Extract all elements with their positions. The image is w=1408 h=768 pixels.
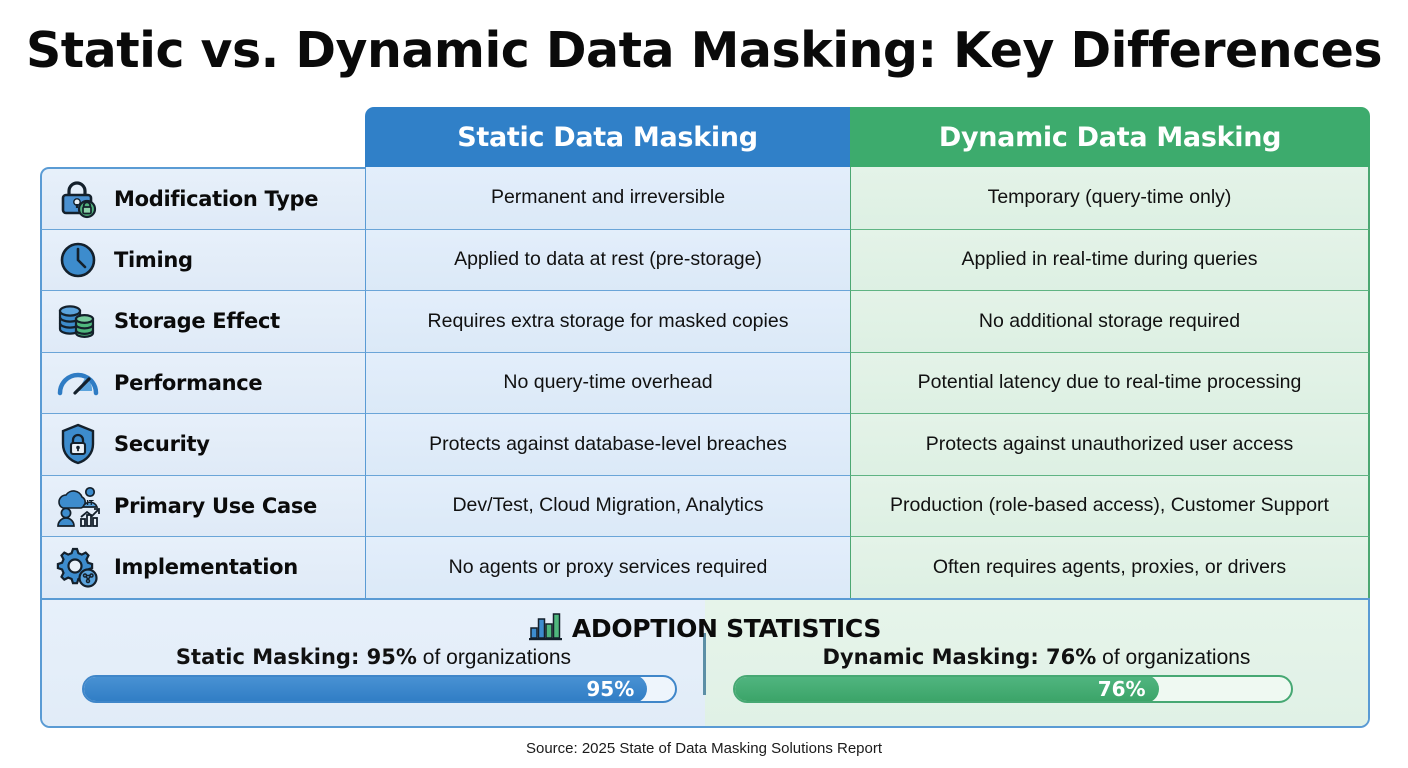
row-static-value: Dev/Test, Cloud Migration, Analytics [365, 474, 850, 536]
table-row: Implementation No agents or proxy servic… [40, 536, 1370, 598]
dynamic-progress-fill: 76% [735, 677, 1159, 701]
row-static-value: Protects against database-level breaches [365, 413, 850, 475]
shield-lock-icon [52, 421, 104, 467]
static-stat-half: Static Masking: 95% of organizations 95% [42, 600, 705, 726]
dynamic-progress-bar: 76% [733, 675, 1293, 703]
header-dynamic-data-masking: Dynamic Data Masking [850, 107, 1370, 167]
row-label-cell: Implementation [40, 536, 365, 598]
cloud-users-chart-icon: IT [52, 483, 104, 529]
adoption-statistics-heading: ADOPTION STATISTICS [42, 611, 1368, 646]
row-dynamic-value: Often requires agents, proxies, or drive… [850, 536, 1370, 598]
row-dynamic-value: No additional storage required [850, 290, 1370, 352]
table-header-row: Static Data Masking Dynamic Data Masking [365, 107, 1370, 167]
adoption-statistics-panel: Static Masking: 95% of organizations 95%… [40, 598, 1370, 728]
table-row: Performance No query-time overhead Poten… [40, 351, 1370, 413]
row-label: Storage Effect [114, 309, 280, 334]
row-label-cell: Security [40, 413, 365, 475]
row-label-cell: Storage Effect [40, 290, 365, 352]
dynamic-stat-caption-rest: of organizations [1096, 646, 1251, 669]
database-icon [52, 298, 104, 344]
dynamic-stat-half: Dynamic Masking: 76% of organizations 76… [705, 600, 1368, 726]
clock-icon [52, 237, 104, 283]
row-dynamic-value: Applied in real-time during queries [850, 228, 1370, 290]
gear-icon [52, 544, 104, 590]
table-row: Storage Effect Requires extra storage fo… [40, 290, 1370, 352]
row-label: Timing [114, 247, 193, 272]
dynamic-stat-caption-bold: Dynamic Masking: 76% [822, 645, 1097, 669]
static-progress-bar: 95% [82, 675, 677, 703]
row-static-value: Permanent and irreversible [365, 167, 850, 229]
row-label-cell: Modification Type [40, 167, 365, 229]
static-stat-caption-rest: of organizations [416, 646, 572, 669]
table-row: Security Protects against database-level… [40, 413, 1370, 475]
static-stat-caption-bold: Static Masking: 95% [175, 645, 417, 669]
row-dynamic-value: Production (role-based access), Customer… [850, 474, 1370, 536]
row-label-cell: Timing [40, 228, 365, 290]
table-row: Timing Applied to data at rest (pre-stor… [40, 228, 1370, 290]
page-title: Static vs. Dynamic Data Masking: Key Dif… [25, 22, 1383, 79]
source-note: Source: 2025 State of Data Masking Solut… [525, 740, 883, 757]
static-stat-caption: Static Masking: 95% of organizations [42, 645, 705, 670]
row-label: Security [114, 432, 210, 457]
bar-chart-icon [528, 611, 563, 646]
row-static-value: Applied to data at rest (pre-storage) [365, 228, 850, 290]
row-static-value: No agents or proxy services required [365, 536, 850, 598]
row-label-cell: Performance [40, 351, 365, 413]
table-body: Modification Type Permanent and irrevers… [40, 167, 1370, 728]
table-row: IT Primary Use Case [40, 474, 1370, 536]
stats-divider [703, 633, 706, 695]
comparison-table: Static Data Masking Dynamic Data Masking [40, 107, 1370, 728]
row-label: Implementation [114, 555, 298, 580]
static-progress-fill: 95% [84, 677, 648, 701]
row-label-cell: IT Primary Use Case [40, 474, 365, 536]
row-dynamic-value: Potential latency due to real-time proce… [850, 351, 1370, 413]
row-label: Primary Use Case [114, 493, 317, 518]
header-static-data-masking: Static Data Masking [365, 107, 850, 167]
row-static-value: Requires extra storage for masked copies [365, 290, 850, 352]
dynamic-progress-label: 76% [1097, 677, 1146, 701]
dynamic-stat-caption: Dynamic Masking: 76% of organizations [705, 645, 1368, 670]
static-progress-label: 95% [586, 677, 635, 701]
row-static-value: No query-time overhead [365, 351, 850, 413]
adoption-statistics-title: ADOPTION STATISTICS [571, 614, 882, 643]
row-dynamic-value: Protects against unauthorized user acces… [850, 413, 1370, 475]
gauge-icon [52, 360, 104, 406]
row-dynamic-value: Temporary (query-time only) [850, 167, 1370, 229]
svg-text:IT: IT [86, 499, 94, 507]
table-row: Modification Type Permanent and irrevers… [40, 167, 1370, 229]
row-label: Performance [114, 370, 263, 395]
lock-icon [52, 176, 104, 222]
row-label: Modification Type [114, 186, 319, 211]
